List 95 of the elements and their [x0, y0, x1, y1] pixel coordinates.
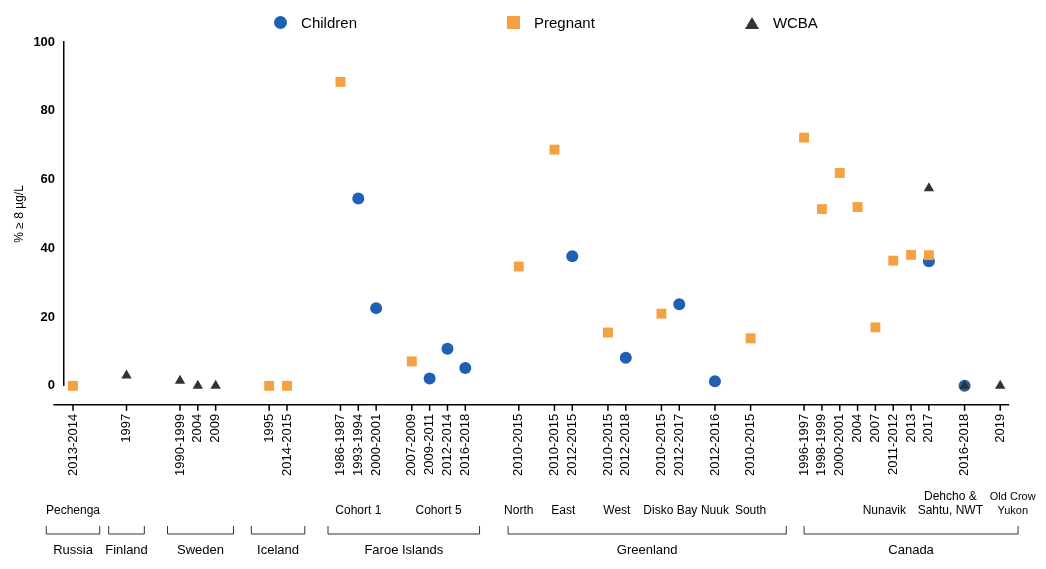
point [923, 250, 934, 261]
x-tick-label: 1990-1999 [171, 413, 187, 476]
point [441, 342, 454, 355]
x-tick-label: 2013 [902, 413, 918, 443]
point [870, 322, 881, 333]
text: Pechenga [45, 503, 101, 517]
text: Canada [888, 542, 935, 557]
text: Faroe Islands [364, 542, 444, 557]
point [549, 144, 560, 155]
x-tick-label: 2019 [991, 413, 1007, 443]
point [406, 356, 417, 367]
x-tick-label: 2000-2001 [831, 413, 847, 476]
point [708, 375, 721, 388]
y-tick-label: 80 [40, 102, 56, 118]
point [566, 250, 579, 263]
point [656, 308, 667, 319]
y-tick-label: 60 [40, 171, 56, 187]
text: Finland [105, 542, 148, 557]
x-tick-label: 1986-1987 [332, 413, 348, 476]
point [210, 379, 221, 389]
x-tick-label: 2011-2012 [884, 413, 900, 476]
x-tick-label: 2010-2015 [742, 413, 758, 476]
point [673, 298, 686, 311]
point [282, 380, 292, 391]
x-tick-label: 2014-2015 [278, 413, 294, 476]
text: West [603, 503, 632, 517]
point [192, 379, 204, 389]
legend-label: Pregnant [533, 14, 595, 31]
legend-label: WCBA [772, 14, 818, 31]
point [335, 76, 346, 87]
x-tick-label: 2010-2015 [546, 413, 562, 476]
text: Disko Bay [643, 503, 698, 517]
y-axis-title: % ≥ 8 µg/L [11, 184, 26, 243]
text: Dehcho & Sahtu, NWT [917, 489, 984, 517]
y-tick-label: 0 [47, 377, 56, 393]
x-tick-label: 2012-2016 [706, 413, 722, 476]
point [264, 380, 275, 391]
point [995, 379, 1006, 389]
text: Cohort 1 [335, 503, 382, 517]
x-tick-label: 2013-2014 [64, 413, 80, 476]
x-tick-label: 2017 [920, 413, 936, 443]
y-tick-label: 20 [40, 308, 56, 324]
x-tick-label: 2010-2015 [653, 413, 669, 476]
point [834, 168, 845, 178]
x-tick-label: 2004 [849, 413, 865, 443]
x-tick-label: 2012-2017 [670, 413, 686, 476]
point [423, 372, 436, 385]
point [888, 255, 899, 266]
point [352, 192, 365, 205]
point [923, 182, 935, 192]
point [852, 202, 863, 212]
text: Nunavik [862, 503, 907, 517]
point [906, 249, 917, 260]
text: South [734, 503, 767, 517]
x-tick-label: 2012-2014 [439, 413, 455, 476]
x-tick-label: 1998-1999 [813, 413, 829, 476]
x-tick-label: 2009-2011 [421, 413, 437, 476]
point [370, 302, 383, 315]
text: East [551, 503, 577, 517]
x-tick-label: 2007-2009 [403, 413, 419, 476]
point [602, 327, 613, 338]
x-tick-label: 2010-2015 [599, 413, 615, 476]
point [816, 204, 827, 215]
text: Russia [53, 542, 94, 557]
x-tick-label: 2016-2018 [456, 413, 472, 476]
point [174, 374, 186, 384]
text: North [504, 503, 534, 517]
x-tick-label: 1997 [118, 413, 134, 443]
x-tick-label: 2012-2015 [563, 413, 579, 476]
text: Sweden [177, 542, 224, 557]
point [459, 361, 472, 374]
text: Cohort 5 [415, 503, 462, 517]
text: Nuuk [700, 503, 730, 517]
x-tick-label: 2016-2018 [956, 413, 972, 476]
x-tick-label: 2009 [207, 413, 223, 443]
point [68, 380, 78, 391]
x-tick-label: 2010-2015 [510, 413, 526, 476]
point [513, 261, 524, 272]
point [619, 351, 632, 364]
point [121, 369, 132, 379]
x-tick-label: 1995 [260, 413, 276, 443]
text: Greenland [616, 542, 678, 557]
x-tick-label: 2012-2018 [617, 413, 633, 476]
x-tick-label: 1993-1994 [349, 413, 365, 476]
x-tick-label: 2004 [189, 413, 205, 443]
point [799, 132, 810, 143]
x-tick-label: 2000-2001 [367, 413, 383, 476]
x-tick-label: 1996-1997 [795, 413, 811, 476]
y-tick-label: 100 [33, 33, 56, 49]
x-tick-label: 2007 [866, 413, 882, 443]
legend-label: Children [301, 14, 357, 31]
y-tick-label: 40 [40, 239, 56, 255]
point [745, 333, 756, 344]
text: Old Crow Yukon [989, 490, 1036, 516]
text: Iceland [257, 542, 300, 557]
